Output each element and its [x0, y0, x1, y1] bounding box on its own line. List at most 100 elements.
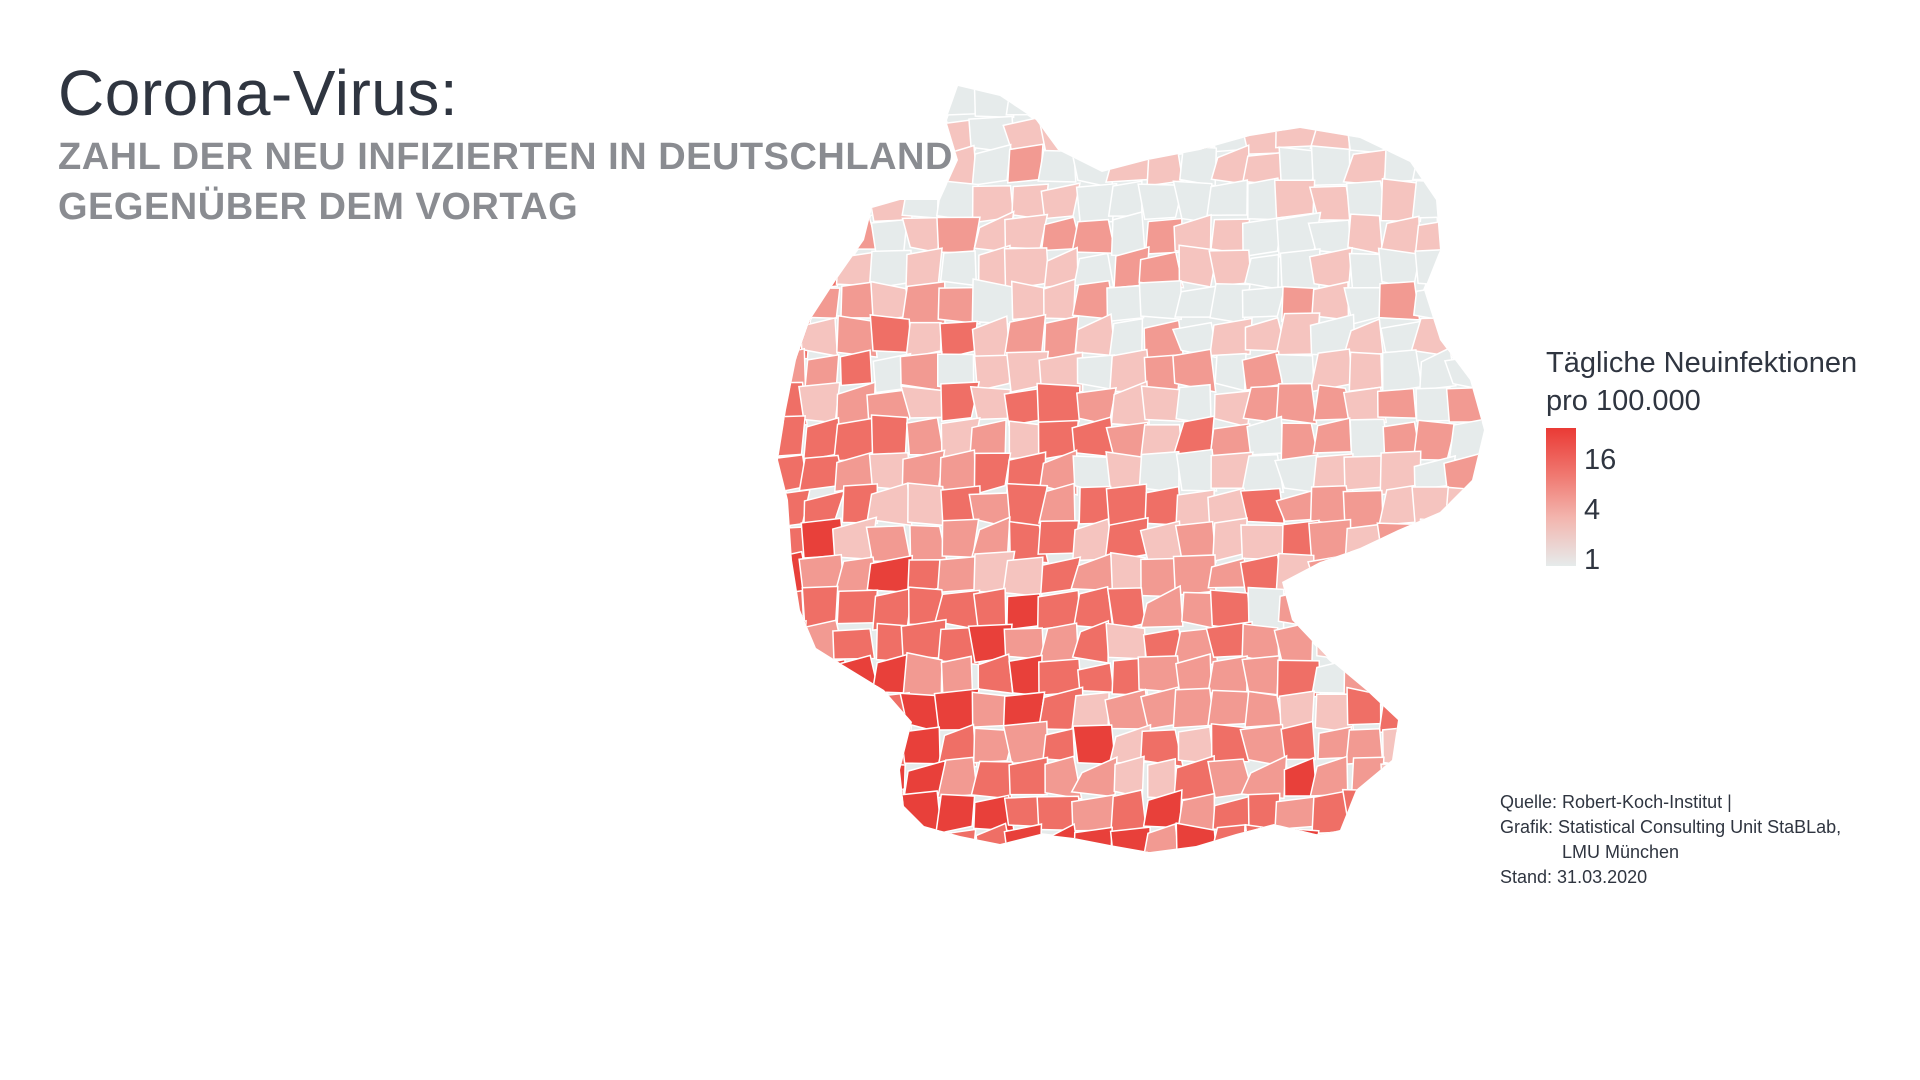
district-cell	[1479, 313, 1484, 358]
district-cell	[1005, 86, 1047, 116]
district-cell	[1343, 86, 1388, 122]
map-subtitle: ZAHL DER NEU INFIZIERTEN IN DEUTSCHLAND …	[58, 132, 953, 232]
district-cell	[936, 144, 978, 186]
district-cell	[1138, 251, 1185, 289]
district-cell	[1043, 315, 1080, 359]
district-cell	[1446, 825, 1484, 852]
district-cell	[1209, 317, 1253, 357]
district-cell	[1210, 722, 1250, 763]
district-cell	[778, 179, 809, 224]
district-cell	[1273, 179, 1316, 219]
district-cell	[1483, 388, 1484, 422]
district-cell	[1138, 86, 1180, 121]
district-cell	[1241, 655, 1281, 696]
district-cell	[1107, 180, 1143, 217]
district-cell	[899, 351, 943, 392]
district-cell	[1144, 115, 1186, 154]
district-cell	[1206, 179, 1249, 216]
district-cell	[1377, 86, 1422, 116]
district-cell	[1447, 759, 1484, 800]
district-cell	[832, 181, 876, 221]
district-cell	[865, 112, 912, 155]
district-cell	[1478, 623, 1484, 663]
district-cell	[1239, 487, 1286, 525]
district-cell	[803, 789, 846, 828]
district-cell	[832, 113, 880, 149]
district-cell	[1414, 248, 1452, 287]
district-cell	[836, 589, 879, 625]
district-cell	[1412, 826, 1458, 852]
district-cell	[940, 381, 981, 423]
district-cell	[1247, 586, 1285, 631]
district-cell	[1044, 755, 1083, 800]
district-cell	[939, 250, 978, 287]
district-cell	[778, 86, 810, 120]
district-cell	[972, 587, 1007, 629]
district-cell	[1410, 111, 1454, 147]
legend-title-line-1: Tägliche Neuinfektionen	[1546, 347, 1858, 379]
district-cell	[1413, 627, 1455, 660]
district-cell	[1307, 554, 1348, 597]
district-cell	[834, 143, 879, 187]
district-cell	[870, 414, 909, 459]
district-cell	[1480, 662, 1484, 696]
district-cell	[778, 725, 810, 767]
district-cell	[1311, 86, 1356, 122]
district-cell	[1240, 754, 1288, 800]
district-cell	[778, 150, 811, 183]
district-cell	[1478, 176, 1484, 220]
district-cell	[778, 415, 807, 458]
district-cell	[940, 828, 977, 852]
district-cell	[1380, 177, 1424, 223]
district-cell	[971, 143, 1012, 187]
district-cell	[1445, 314, 1484, 358]
district-cell	[1451, 86, 1484, 121]
district-cell	[1480, 108, 1484, 151]
district-cell	[800, 117, 841, 152]
source-note: Quelle: Robert-Koch-Institut | Grafik: S…	[1500, 790, 1841, 890]
district-cell	[1342, 386, 1388, 424]
district-cell	[1346, 686, 1382, 726]
district-cell	[1381, 349, 1423, 394]
district-cell	[1447, 279, 1484, 324]
district-cell	[1002, 720, 1049, 765]
district-cell	[778, 112, 812, 154]
district-cell	[1105, 144, 1152, 183]
district-cell	[1377, 620, 1420, 663]
district-cell	[1380, 763, 1422, 800]
district-cell	[1346, 828, 1387, 852]
district-cell	[1004, 213, 1049, 250]
district-cell	[1174, 86, 1216, 119]
district-cell	[1453, 553, 1484, 592]
district-cell	[1419, 346, 1457, 392]
district-cell	[1002, 556, 1044, 598]
district-cell	[1175, 822, 1219, 852]
district-cell	[1376, 826, 1423, 852]
legend-tick-16: 16	[1584, 444, 1617, 476]
district-cell	[1174, 520, 1217, 564]
district-cell	[1485, 561, 1523, 597]
district-cell	[778, 619, 807, 662]
legend-title-line-2: pro 100.000	[1546, 385, 1701, 417]
district-cell	[903, 827, 947, 852]
subtitle-line-1: ZAHL DER NEU INFIZIERTEN IN DEUTSCHLAND	[58, 136, 953, 178]
district-cell	[1110, 110, 1152, 147]
district-cell	[1174, 114, 1213, 152]
district-cell	[872, 826, 911, 852]
source-line-3: LMU München	[1562, 842, 1680, 862]
district-cell	[799, 316, 839, 358]
district-cell	[1003, 823, 1043, 852]
legend-tick-4: 4	[1584, 494, 1601, 526]
district-cell	[1311, 593, 1356, 627]
district-cell	[905, 112, 943, 154]
district-cell	[1138, 279, 1183, 321]
district-cell	[901, 177, 939, 219]
district-cell	[1487, 249, 1521, 289]
district-cell	[799, 761, 843, 802]
district-cell	[831, 788, 876, 835]
district-cell	[1415, 518, 1456, 555]
district-cell	[1207, 86, 1251, 122]
district-cell	[1448, 417, 1484, 462]
district-cell	[1074, 117, 1111, 148]
